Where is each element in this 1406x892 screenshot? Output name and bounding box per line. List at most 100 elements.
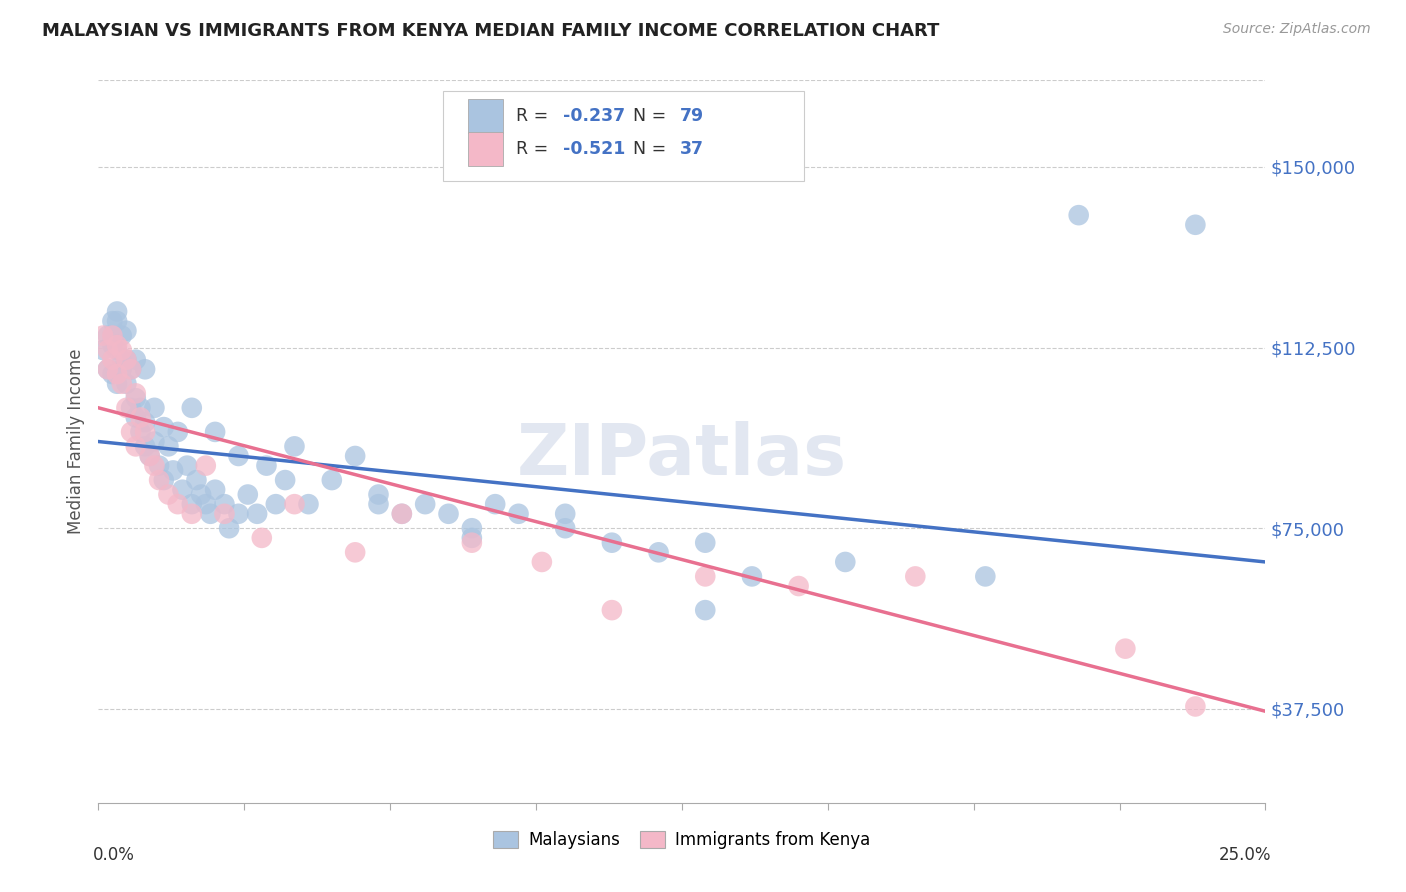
Text: -0.521: -0.521 [562,140,626,158]
Point [600,535,623,549]
Point [111,328,134,343]
Point [214,497,236,511]
Point [1067,208,1090,222]
Point [97,343,120,357]
Point [228,449,250,463]
FancyBboxPatch shape [443,91,804,181]
Point [105,367,128,381]
Point [125,386,148,401]
Point [148,458,170,473]
Point [974,569,997,583]
Point [125,391,148,405]
Point [437,507,460,521]
Point [228,507,250,521]
Point [194,497,217,511]
Point [139,449,162,463]
Point [180,401,202,415]
Point [695,535,717,549]
Text: Source: ZipAtlas.com: Source: ZipAtlas.com [1223,22,1371,37]
Point [274,473,297,487]
Point [204,425,226,439]
Point [120,425,142,439]
Point [367,487,389,501]
Point [194,458,217,473]
Point [297,497,319,511]
Point [344,545,367,559]
Point [695,569,717,583]
Point [97,328,120,343]
Text: 25.0%: 25.0% [1219,847,1271,864]
Point [1114,641,1136,656]
Point [134,439,156,453]
Point [97,362,120,376]
Point [904,569,927,583]
Point [101,367,124,381]
Point [186,473,208,487]
Point [218,521,240,535]
Text: N =: N = [633,107,672,126]
Point [105,376,128,391]
Point [101,328,124,343]
Point [143,401,166,415]
Point [143,458,166,473]
Point [484,497,506,511]
Point [530,555,553,569]
Text: R =: R = [516,140,554,158]
Point [105,343,128,357]
Point [120,362,142,376]
Text: 37: 37 [679,140,703,158]
Point [554,507,576,521]
Point [105,304,128,318]
Point [111,352,134,367]
Point [741,569,763,583]
Point [461,531,484,545]
Point [134,362,156,376]
Text: N =: N = [633,140,672,158]
Point [391,507,413,521]
Point [115,352,138,367]
Point [101,338,124,352]
Point [461,535,484,549]
Point [321,473,343,487]
Text: -0.237: -0.237 [562,107,626,126]
Point [264,497,287,511]
Point [101,314,124,328]
Point [204,483,226,497]
Point [129,425,152,439]
Point [508,507,530,521]
Point [180,497,202,511]
Point [190,487,212,501]
Point [367,497,389,511]
Point [283,497,305,511]
Point [125,410,148,425]
Point [180,507,202,521]
Point [283,439,305,453]
Point [695,603,717,617]
Point [139,449,162,463]
Point [172,483,194,497]
Point [129,401,152,415]
Point [236,487,259,501]
Text: 0.0%: 0.0% [93,847,135,864]
Point [461,521,484,535]
Point [129,410,152,425]
Point [105,314,128,328]
Point [256,458,278,473]
Point [148,473,170,487]
Point [157,439,180,453]
Point [344,449,367,463]
Point [101,328,124,343]
Point [120,362,142,376]
Text: 79: 79 [679,107,703,126]
Point [787,579,810,593]
Point [101,352,124,367]
Point [391,507,413,521]
Point [166,425,188,439]
Point [125,439,148,453]
Point [91,343,114,357]
Point [115,401,138,415]
Point [134,425,156,439]
Point [111,362,134,376]
Point [647,545,669,559]
Point [111,343,134,357]
